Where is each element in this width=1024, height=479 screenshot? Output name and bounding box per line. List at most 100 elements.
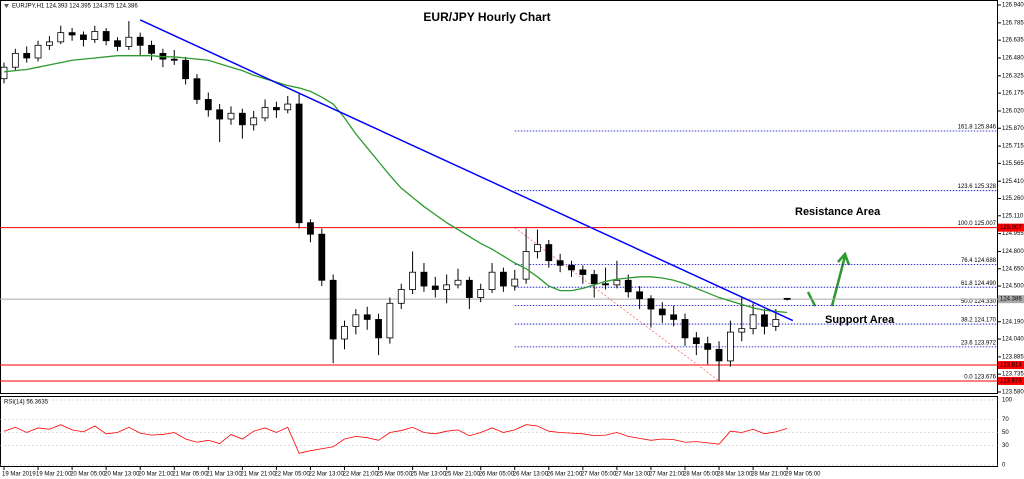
candle-body — [114, 40, 121, 47]
annotation: Support Area — [825, 314, 895, 326]
x-tick-label: 26 Mar 21:00 — [547, 472, 583, 478]
rsi-tick-label: 100 — [1002, 398, 1013, 404]
candle-body — [772, 319, 780, 327]
candle-body — [329, 279, 337, 340]
x-tick-label: 27 Mar 05:00 — [581, 472, 617, 478]
candle-body — [761, 314, 768, 327]
symbol-header: EURJPY,H1 124.393 124.395 124.375 124.38… — [12, 4, 138, 10]
x-tick-label: 29 Mar 05:00 — [785, 472, 821, 478]
candle-body — [386, 302, 394, 339]
fib-label: 100.0 125.007 — [958, 221, 997, 227]
x-tick-label: 25 Mar 21:00 — [445, 472, 481, 478]
x-tick-label: 21 Mar 05:00 — [172, 472, 208, 478]
candle-body — [715, 348, 723, 362]
candle-body — [375, 319, 382, 339]
chart-title: EUR/JPY Hourly Chart — [423, 10, 550, 24]
candle-body — [23, 52, 31, 59]
x-tick-label: 26 Mar 05:00 — [479, 472, 515, 478]
price-box-label: 125.007 — [1000, 225, 1022, 231]
rsi-title: RSI(14) 56.3635 — [4, 400, 49, 406]
rsi-tick-label: 70 — [1002, 417, 1009, 423]
x-tick-label: 20 Mar 21:00 — [138, 472, 174, 478]
candle-body — [409, 271, 417, 290]
candle-body — [783, 297, 791, 300]
candle-body — [624, 279, 632, 293]
candle-body — [170, 58, 178, 61]
price-box-label: 123.676 — [1000, 379, 1022, 385]
candle-body — [727, 331, 734, 362]
candle-body — [658, 308, 666, 316]
rsi-tick-label: 50 — [1002, 430, 1009, 436]
y-tick-label: 125.410 — [1002, 179, 1024, 185]
candle-body — [613, 279, 621, 286]
fib-label: 161.8 125.846 — [958, 125, 997, 131]
candle-body — [102, 31, 110, 42]
candle-body — [182, 59, 190, 80]
candle-body — [704, 343, 712, 350]
rsi-panel — [0, 396, 998, 467]
candle-body — [477, 289, 485, 298]
rsi-line — [3, 424, 788, 454]
candle-body — [579, 269, 587, 275]
candle-body — [568, 264, 575, 271]
candle-body — [590, 274, 598, 285]
candle-body — [397, 289, 405, 304]
price-box — [998, 295, 1024, 304]
candle-body — [91, 31, 99, 40]
x-tick-label: 25 Mar 13:00 — [411, 472, 447, 478]
x-tick-label: 27 Mar 21:00 — [649, 472, 685, 478]
y-tick-label: 125.260 — [1002, 196, 1024, 202]
candle-body — [522, 251, 530, 280]
x-tick-label: 28 Mar 21:00 — [751, 472, 787, 478]
y-tick-label: 124.955 — [1002, 231, 1024, 237]
y-tick-label: 126.480 — [1002, 56, 1024, 62]
rsi-tick-label: 0 — [1002, 463, 1006, 469]
candle-body — [363, 314, 371, 320]
candle-body — [272, 107, 280, 111]
candle-body — [0, 66, 8, 80]
candle-body — [204, 99, 212, 111]
candle-body — [738, 328, 746, 333]
y-tick-label: 124.040 — [1002, 337, 1024, 343]
x-tick-label: 22 Mar 13:00 — [308, 472, 344, 478]
x-tick-label: 19 Mar 2019 — [2, 472, 36, 478]
fib-label: 123.6 125.328 — [958, 184, 997, 190]
candle-body — [602, 283, 609, 286]
trend-line — [139, 19, 794, 322]
candle-body — [749, 314, 757, 330]
candle-body — [647, 298, 655, 310]
fib-label: 61.8 124.490 — [961, 281, 997, 287]
candle-body — [443, 284, 451, 290]
price-box — [998, 376, 1024, 385]
y-tick-label: 126.020 — [1002, 109, 1024, 115]
fib-label: 0.0 123.676 — [964, 375, 996, 381]
y-tick-label: 126.325 — [1002, 73, 1024, 79]
y-tick-label: 124.190 — [1002, 319, 1024, 325]
candle-body — [68, 32, 76, 36]
y-tick-label: 124.800 — [1002, 249, 1024, 255]
x-tick-label: 19 Mar 21:00 — [36, 472, 72, 478]
candle-body — [465, 279, 473, 298]
candle-body — [34, 44, 42, 59]
candle-body — [148, 44, 155, 54]
candle-body — [80, 34, 87, 40]
x-tick-label: 27 Mar 13:00 — [615, 472, 651, 478]
candle-body — [11, 52, 19, 68]
y-tick-label: 126.785 — [1002, 20, 1024, 26]
y-tick-label: 126.635 — [1002, 38, 1024, 44]
candle-body — [46, 41, 53, 46]
fib-label: 76.4 124.688 — [961, 258, 997, 264]
fib-label: 50.0 124.330 — [961, 299, 997, 305]
candle-body — [193, 78, 201, 100]
candle-body — [216, 109, 224, 120]
x-tick-label: 28 Mar 05:00 — [683, 472, 719, 478]
fib-label: 23.6 123.972 — [961, 340, 997, 346]
x-tick-label: 26 Mar 13:00 — [513, 472, 549, 478]
candle-body — [341, 325, 348, 340]
y-tick-label: 126.940 — [1002, 3, 1024, 9]
rsi-tick-label: 30 — [1002, 443, 1009, 449]
y-tick-label: 126.175 — [1002, 91, 1024, 97]
candle-body — [307, 222, 314, 235]
